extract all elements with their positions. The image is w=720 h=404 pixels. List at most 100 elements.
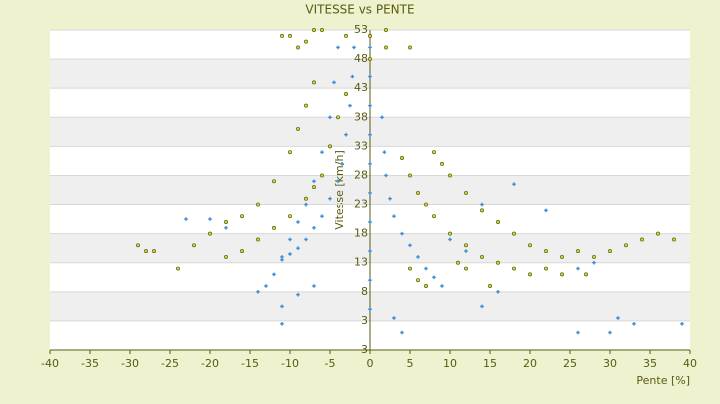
point <box>304 237 308 242</box>
point <box>296 220 300 224</box>
x-tick-label: 5 <box>407 357 414 370</box>
point <box>280 322 284 326</box>
point <box>288 252 292 256</box>
point <box>320 214 324 218</box>
x-tick-label: 10 <box>443 357 457 370</box>
point <box>384 28 388 32</box>
point <box>208 231 212 236</box>
point <box>382 150 387 154</box>
point <box>488 284 492 288</box>
point <box>296 292 300 297</box>
point <box>448 173 452 178</box>
point <box>304 202 308 207</box>
point <box>576 249 580 254</box>
x-tick-label: -5 <box>325 357 336 370</box>
point <box>368 191 372 195</box>
x-tick-label: 20 <box>523 357 537 370</box>
point <box>384 173 388 178</box>
point <box>224 254 228 259</box>
point <box>616 316 620 320</box>
point <box>272 179 276 184</box>
point <box>344 92 348 96</box>
point <box>368 220 372 224</box>
point <box>424 202 428 207</box>
point <box>424 266 428 271</box>
point <box>432 214 436 219</box>
point <box>496 220 500 224</box>
x-tick-label: 0 <box>367 357 374 370</box>
y-tick-label: 3 <box>361 314 368 327</box>
point <box>288 237 292 242</box>
point <box>424 284 428 288</box>
point <box>368 45 372 50</box>
point <box>328 144 332 149</box>
x-axis-title: Pente [%] <box>636 374 690 387</box>
y-tick-label: 8 <box>361 285 368 298</box>
point <box>368 162 372 166</box>
y-axis-title: Vitesse [km/h] <box>333 150 346 230</box>
point <box>592 254 596 259</box>
y-tick-label: 48 <box>354 52 368 65</box>
point <box>528 272 532 277</box>
point <box>544 266 548 271</box>
point <box>336 45 340 50</box>
point <box>440 161 444 166</box>
point <box>240 249 244 254</box>
point <box>192 243 196 248</box>
point <box>496 290 500 294</box>
point <box>384 45 388 50</box>
point <box>296 126 300 131</box>
point <box>408 173 412 178</box>
point <box>176 266 180 271</box>
point <box>416 255 420 259</box>
point <box>432 275 436 280</box>
point <box>272 272 276 277</box>
point <box>632 322 636 326</box>
point <box>144 249 148 254</box>
point <box>480 202 484 207</box>
point <box>380 115 384 120</box>
y-tick-label: 18 <box>354 227 368 240</box>
point <box>288 150 292 155</box>
x-tick-label: 15 <box>483 357 497 370</box>
point <box>656 231 660 236</box>
point <box>388 196 392 201</box>
point <box>368 33 372 38</box>
point <box>344 132 348 137</box>
point <box>480 254 484 259</box>
point <box>336 115 340 120</box>
y-tick-label: 38 <box>354 110 368 123</box>
point <box>544 249 548 254</box>
point <box>576 266 580 271</box>
point <box>400 330 404 335</box>
point <box>296 246 300 250</box>
point <box>392 214 396 218</box>
x-tick-label: 40 <box>683 357 697 370</box>
point <box>328 196 332 201</box>
point <box>312 179 316 184</box>
point <box>560 272 564 277</box>
point <box>320 173 324 178</box>
point <box>288 33 292 38</box>
point <box>224 226 228 230</box>
point <box>256 237 260 242</box>
point <box>512 182 516 186</box>
point <box>256 202 260 207</box>
point <box>368 103 372 108</box>
point <box>312 28 316 32</box>
point <box>368 278 372 282</box>
point <box>368 57 372 62</box>
point <box>680 322 684 326</box>
point <box>440 284 444 288</box>
point <box>224 220 228 224</box>
point <box>416 278 420 283</box>
point <box>312 185 316 190</box>
point <box>544 208 548 213</box>
point <box>340 162 344 166</box>
x-tick-label: -20 <box>201 357 219 370</box>
point <box>348 103 352 108</box>
chart-title: VITESSE vs PENTE <box>305 3 414 17</box>
point <box>312 284 316 288</box>
point <box>280 304 284 309</box>
